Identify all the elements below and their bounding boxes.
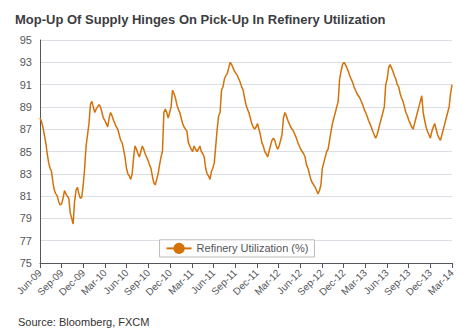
svg-text:Jun-13: Jun-13 [361, 267, 391, 297]
svg-text:Sep-11: Sep-11 [209, 267, 239, 298]
svg-text:83: 83 [20, 168, 32, 180]
svg-text:Sep-10: Sep-10 [121, 267, 153, 298]
svg-text:85: 85 [20, 146, 32, 158]
svg-text:Sep-09: Sep-09 [35, 267, 66, 298]
svg-text:89: 89 [20, 101, 32, 113]
svg-text:Mar-14: Mar-14 [426, 267, 456, 297]
svg-text:93: 93 [20, 56, 32, 68]
svg-text:91: 91 [20, 79, 32, 91]
svg-text:Jun-09: Jun-09 [14, 267, 44, 297]
svg-text:Jun-12: Jun-12 [274, 267, 305, 297]
svg-text:77: 77 [20, 235, 32, 247]
svg-text:81: 81 [20, 190, 32, 202]
svg-text:Sep-13: Sep-13 [382, 267, 413, 298]
svg-text:Jun-11: Jun-11 [188, 267, 218, 296]
svg-text:Dec-11: Dec-11 [230, 267, 261, 298]
svg-text:Jun-10: Jun-10 [101, 267, 131, 297]
svg-text:Mar-10: Mar-10 [78, 267, 109, 298]
svg-text:Mar-11: Mar-11 [166, 267, 196, 297]
svg-text:Dec-10: Dec-10 [143, 267, 174, 298]
svg-text:Mop-Up Of Supply Hinges On Pic: Mop-Up Of Supply Hinges On Pick-Up In Re… [15, 12, 386, 27]
svg-text:Mar-12: Mar-12 [252, 267, 283, 298]
svg-text:95: 95 [20, 34, 32, 46]
svg-text:Dec-13: Dec-13 [403, 267, 435, 298]
svg-text:Dec-12: Dec-12 [316, 267, 348, 298]
svg-text:87: 87 [20, 123, 32, 135]
svg-text:75: 75 [20, 257, 32, 269]
svg-text:79: 79 [20, 212, 32, 224]
svg-text:Dec-09: Dec-09 [56, 267, 88, 298]
svg-text:Mar-13: Mar-13 [339, 267, 370, 298]
svg-text:Refinery Utilization (%): Refinery Utilization (%) [197, 242, 309, 254]
svg-text:Source: Bloomberg, FXCM: Source: Bloomberg, FXCM [18, 316, 149, 328]
svg-text:Sep-12: Sep-12 [295, 267, 326, 298]
